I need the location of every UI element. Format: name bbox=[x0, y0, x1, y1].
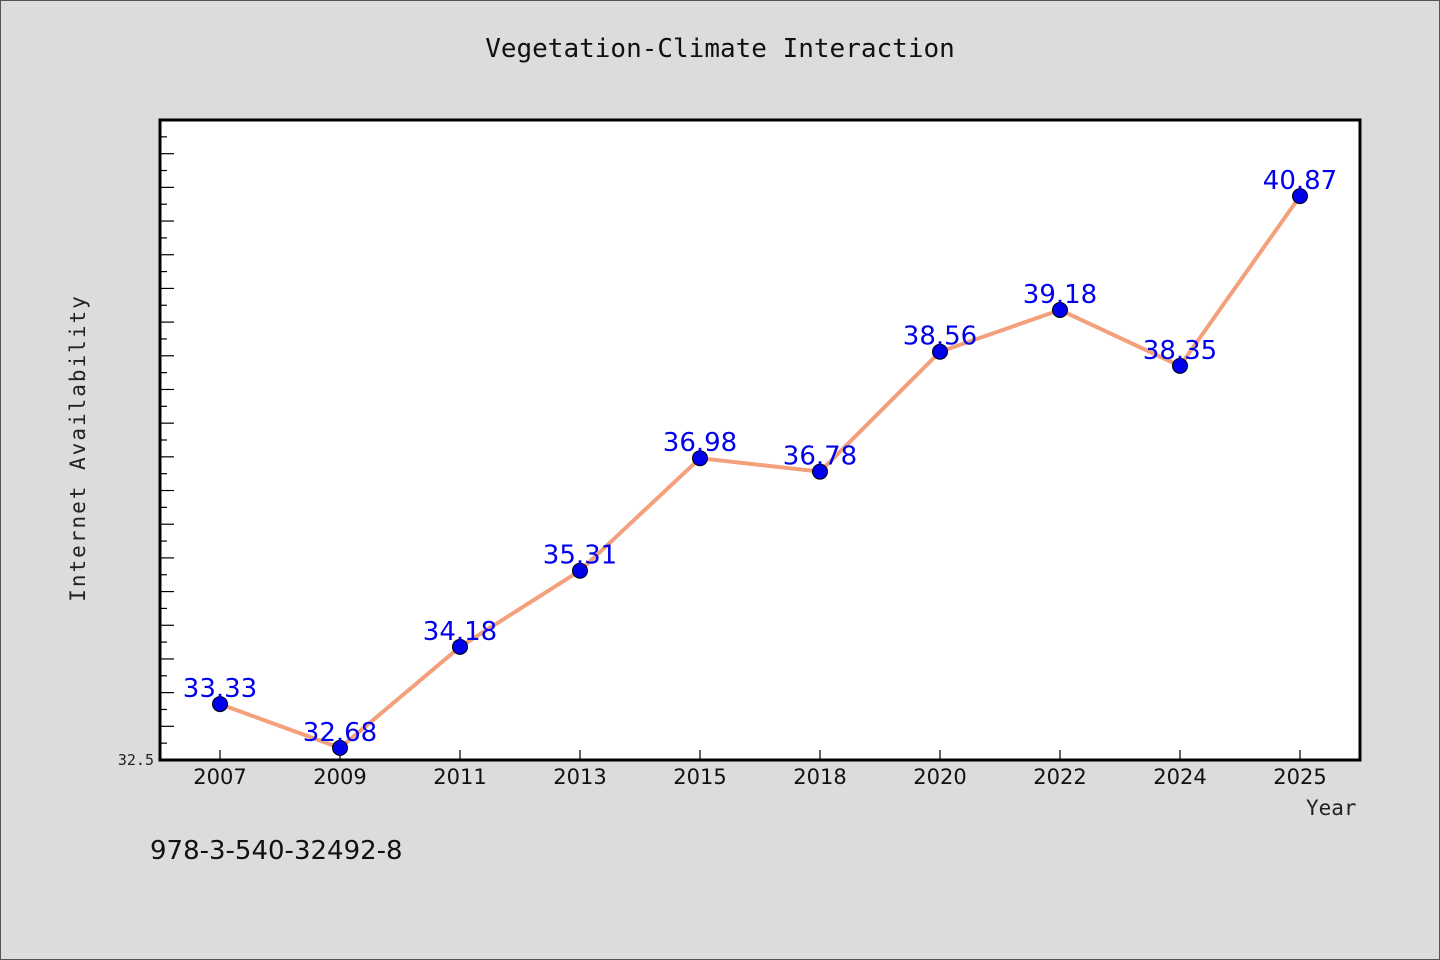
x-tick-label: 2013 bbox=[553, 765, 606, 789]
x-tick-label: 2024 bbox=[1153, 765, 1206, 789]
x-tick-label: 2022 bbox=[1033, 765, 1086, 789]
series-line bbox=[218, 194, 1302, 750]
x-tick-label: 2009 bbox=[313, 765, 366, 789]
data-label: 34.18 bbox=[423, 617, 497, 647]
data-point bbox=[572, 562, 588, 579]
x-tick-label: 2025 bbox=[1273, 765, 1326, 789]
x-tick-label: 2018 bbox=[793, 765, 846, 789]
data-label: 38.35 bbox=[1143, 336, 1217, 366]
plot-area bbox=[160, 120, 1360, 760]
x-tick-label: 2011 bbox=[433, 765, 486, 789]
x-tick-label: 2007 bbox=[193, 765, 246, 789]
isbn-code: 978-3-540-32492-8 bbox=[150, 836, 403, 866]
data-point bbox=[452, 638, 468, 655]
data-point bbox=[212, 696, 228, 713]
chart-title: Vegetation-Climate Interaction bbox=[485, 34, 955, 64]
data-point bbox=[1052, 301, 1068, 318]
data-label: 33.33 bbox=[183, 674, 257, 704]
data-label: 39.18 bbox=[1023, 280, 1097, 310]
data-point bbox=[812, 463, 828, 480]
data-label: 40.87 bbox=[1263, 166, 1337, 196]
data-point bbox=[1172, 357, 1188, 374]
data-label: 35.31 bbox=[543, 541, 617, 571]
data-point bbox=[1292, 188, 1308, 205]
x-tick-label: 2020 bbox=[913, 765, 966, 789]
data-label: 36.98 bbox=[663, 428, 737, 458]
data-label: 38.56 bbox=[903, 322, 977, 352]
data-point bbox=[932, 343, 948, 360]
data-label: 36.78 bbox=[783, 442, 857, 472]
plot-border bbox=[158, 118, 1362, 762]
x-axis-label: Year bbox=[1306, 796, 1357, 820]
data-point bbox=[332, 739, 348, 756]
x-tick-label: 2015 bbox=[673, 765, 726, 789]
y-tick-label: 32.5 bbox=[118, 751, 154, 769]
data-point bbox=[692, 450, 708, 467]
data-label: 32.68 bbox=[303, 718, 377, 748]
